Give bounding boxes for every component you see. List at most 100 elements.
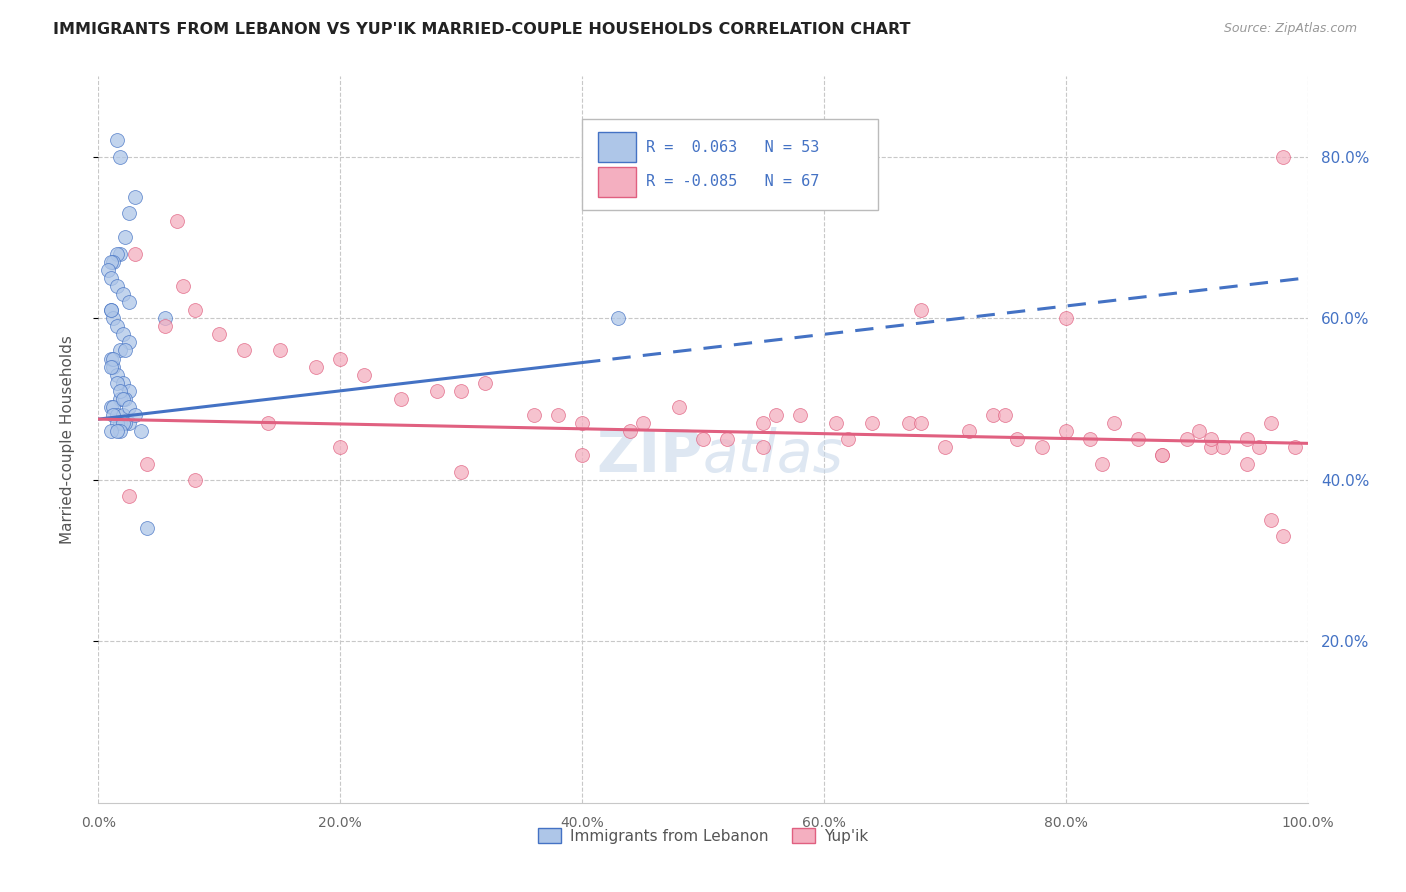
Point [172,278,194,293]
Point [97,262,120,277]
Text: IMMIGRANTS FROM LEBANON VS YUP'IK MARRIED-COUPLE HOUSEHOLDS CORRELATION CHART: IMMIGRANTS FROM LEBANON VS YUP'IK MARRIE… [53,22,911,37]
Point [1152,449,1174,463]
Point [1284,441,1306,455]
Point [752,416,775,430]
Point [1054,311,1077,326]
Point [108,150,131,164]
Point [135,521,157,535]
Point [124,190,146,204]
Point [118,335,141,350]
Point [108,392,131,406]
Point [100,351,122,366]
Point [256,416,278,430]
FancyBboxPatch shape [582,120,879,211]
Text: R =  0.063   N = 53: R = 0.063 N = 53 [647,139,820,154]
Point [118,489,141,503]
Point [118,295,141,310]
Point [105,376,128,390]
Point [111,408,134,422]
Point [118,416,141,430]
Point [114,416,136,430]
Point [184,473,207,487]
Point [1102,416,1125,430]
Legend: Immigrants from Lebanon, Yup'ik: Immigrants from Lebanon, Yup'ik [531,822,875,850]
Text: ZIP: ZIP [596,427,703,484]
Point [1249,441,1271,455]
Point [100,303,122,318]
Point [208,327,231,342]
Point [100,303,122,318]
Point [111,416,134,430]
Point [1054,424,1077,438]
Point [426,384,449,398]
Point [910,416,932,430]
Point [153,319,176,334]
Point [269,343,291,358]
Point [135,457,157,471]
Point [108,384,131,398]
Point [100,270,122,285]
Point [897,416,920,430]
Point [1078,432,1101,446]
Point [124,408,146,422]
Point [910,303,932,318]
Point [547,408,569,422]
Point [114,230,136,244]
Point [389,392,412,406]
Point [124,246,146,260]
Point [789,408,811,422]
Point [1272,529,1295,543]
Point [1236,432,1258,446]
Point [353,368,375,382]
FancyBboxPatch shape [598,167,637,197]
Point [1175,432,1198,446]
Point [111,376,134,390]
Point [1260,416,1282,430]
Point [108,416,131,430]
Text: R = -0.085   N = 67: R = -0.085 N = 67 [647,175,820,189]
Point [1188,424,1211,438]
Point [105,319,128,334]
Point [571,416,593,430]
Point [668,400,690,414]
Point [752,441,775,455]
Point [329,441,352,455]
Point [108,246,131,260]
Point [1007,432,1029,446]
Point [474,376,496,390]
Point [153,311,176,326]
Point [1212,441,1234,455]
Point [184,303,207,318]
Point [101,400,124,414]
Text: Source: ZipAtlas.com: Source: ZipAtlas.com [1223,22,1357,36]
Point [105,416,128,430]
Point [523,408,546,422]
Point [114,392,136,406]
Point [100,359,122,374]
Point [101,351,124,366]
Point [105,368,128,382]
Point [994,408,1017,422]
Point [232,343,254,358]
Point [118,206,141,220]
Point [571,449,593,463]
Point [1128,432,1150,446]
Point [1272,150,1295,164]
Text: atlas: atlas [703,427,844,484]
Point [607,311,630,326]
Point [101,359,124,374]
Point [1091,457,1114,471]
Point [111,327,134,342]
Y-axis label: Married-couple Households: Married-couple Households [60,334,75,544]
FancyBboxPatch shape [598,132,637,162]
Point [101,254,124,268]
Point [118,384,141,398]
Point [129,424,152,438]
Point [105,133,128,147]
Point [860,416,883,430]
Point [111,392,134,406]
Point [1236,457,1258,471]
Point [692,432,714,446]
Point [765,408,787,422]
Point [114,343,136,358]
